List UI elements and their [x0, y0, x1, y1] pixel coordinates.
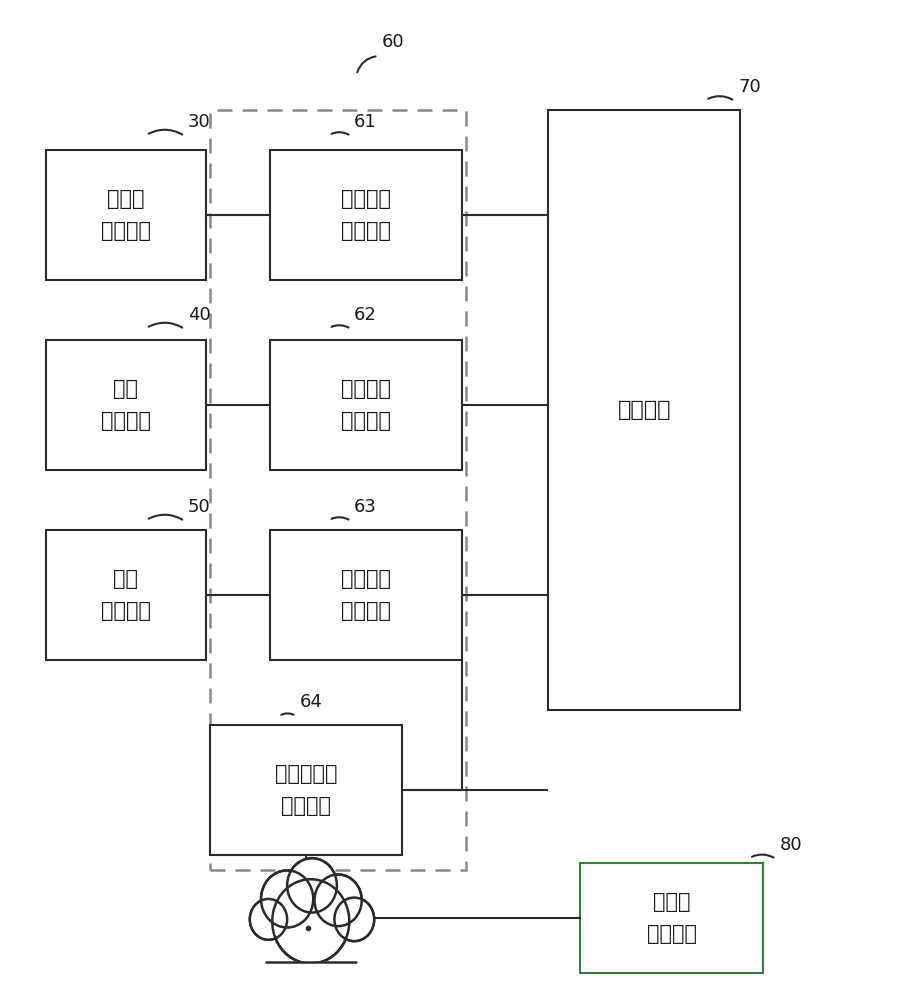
Text: 40: 40 [188, 306, 210, 324]
Text: 63: 63 [354, 498, 377, 516]
Circle shape [335, 898, 374, 941]
Circle shape [272, 879, 349, 964]
Text: 风能
发电装置: 风能 发电装置 [101, 379, 151, 431]
Bar [270, 340, 462, 470]
Text: 第二整流
控制单元: 第二整流 控制单元 [341, 379, 390, 431]
Bar [46, 340, 206, 470]
Text: 62: 62 [354, 306, 377, 324]
Circle shape [289, 860, 335, 910]
Text: 60: 60 [382, 33, 404, 51]
Circle shape [250, 899, 287, 940]
Circle shape [314, 874, 362, 926]
Text: 柴油
发电装置: 柴油 发电装置 [101, 569, 151, 621]
Text: 30: 30 [188, 113, 210, 131]
Bar [242, 962, 379, 983]
Circle shape [261, 870, 314, 928]
Circle shape [275, 883, 346, 960]
Text: 第三整流
控制单元: 第三整流 控制单元 [341, 569, 390, 621]
Circle shape [287, 858, 337, 913]
Text: 第一整流
控制单元: 第一整流 控制单元 [341, 189, 390, 241]
Bar [270, 150, 462, 280]
Bar [46, 150, 206, 280]
Circle shape [336, 899, 373, 939]
Circle shape [316, 877, 360, 924]
Bar [210, 725, 402, 855]
Text: 储电装置: 储电装置 [618, 400, 671, 420]
Bar [270, 530, 462, 660]
Text: 64: 64 [299, 693, 323, 711]
Text: 浮台供配电
控制单元: 浮台供配电 控制单元 [275, 764, 337, 816]
Text: 80: 80 [780, 836, 802, 854]
Bar [46, 530, 206, 660]
Bar [210, 110, 466, 870]
Bar [580, 863, 763, 973]
Circle shape [263, 873, 311, 925]
Bar [548, 110, 740, 710]
Text: 太阳能
发电装置: 太阳能 发电装置 [101, 189, 151, 241]
Text: 远程的
控制终端: 远程的 控制终端 [647, 892, 696, 944]
Text: 70: 70 [739, 78, 760, 96]
Text: 50: 50 [188, 498, 210, 516]
Circle shape [251, 901, 286, 938]
Text: 61: 61 [355, 113, 377, 131]
